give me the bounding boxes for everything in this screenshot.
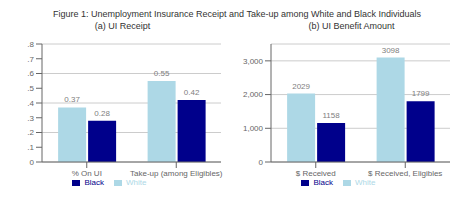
svg-text:1799: 1799 bbox=[412, 89, 430, 98]
svg-text:0.28: 0.28 bbox=[94, 109, 110, 118]
svg-text:3,000: 3,000 bbox=[243, 57, 264, 66]
svg-text:3098: 3098 bbox=[382, 46, 400, 55]
html-text:White: White bbox=[355, 178, 376, 187]
html-text:Black: Black bbox=[84, 178, 104, 187]
svg-text:.7: .7 bbox=[27, 55, 34, 64]
html-text:White: White bbox=[126, 178, 147, 187]
svg-text:0: 0 bbox=[259, 158, 264, 167]
svg-text:$ Received: $ Received bbox=[296, 169, 336, 178]
svg-text:0: 0 bbox=[30, 158, 35, 167]
svg-text:0.37: 0.37 bbox=[64, 95, 80, 104]
svg-text:.3: .3 bbox=[27, 114, 34, 123]
svg-text:$ Received, Eligibles: $ Received, Eligibles bbox=[368, 169, 442, 178]
svg-text:Take-up (among Eligibles): Take-up (among Eligibles) bbox=[130, 169, 223, 178]
html-text:(b) UI Benefit Amount: (b) UI Benefit Amount bbox=[308, 21, 395, 31]
svg-text:.6: .6 bbox=[27, 69, 34, 78]
svg-text:.2: .2 bbox=[27, 128, 34, 137]
svg-text:.8: .8 bbox=[27, 40, 34, 49]
html-text:Black: Black bbox=[313, 178, 333, 187]
svg-text:2,000: 2,000 bbox=[243, 90, 264, 99]
svg-text:0.55: 0.55 bbox=[154, 69, 170, 78]
svg-text:.4: .4 bbox=[27, 99, 34, 108]
svg-text:.5: .5 bbox=[27, 84, 34, 93]
svg-text:1158: 1158 bbox=[323, 111, 341, 120]
svg-text:% On UI: % On UI bbox=[72, 169, 102, 178]
svg-text:0.42: 0.42 bbox=[184, 88, 200, 97]
html-text:(a) UI Receipt: (a) UI Receipt bbox=[94, 21, 151, 31]
svg-text:1,000: 1,000 bbox=[243, 124, 264, 133]
html-text:Figure 1: Unemployment Insuran: Figure 1: Unemployment Insurance Receipt… bbox=[53, 9, 421, 19]
svg-text:.1: .1 bbox=[27, 143, 34, 152]
svg-text:2029: 2029 bbox=[292, 82, 310, 91]
